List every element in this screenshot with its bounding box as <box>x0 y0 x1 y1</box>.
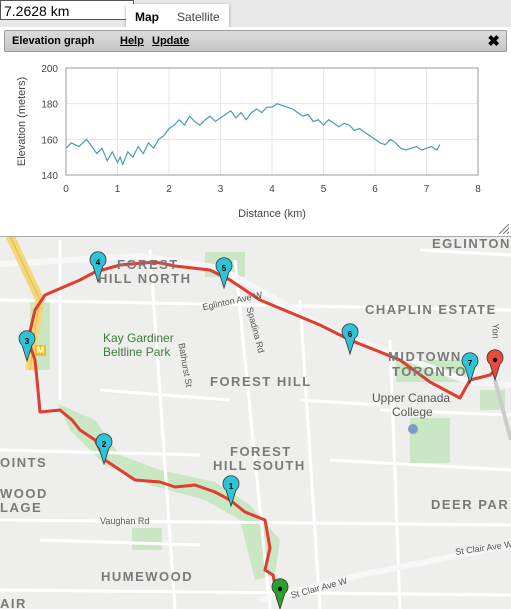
map-type-control[interactable]: Map Satellite <box>126 4 229 30</box>
map-label-wood: WOOD <box>0 486 48 501</box>
elevation-chart: 0 1 2 3 4 5 6 7 8 140 160 180 200 Distance (km) Elevat… <box>16 64 481 220</box>
map-pin-icon <box>341 323 359 356</box>
route-marker-end[interactable] <box>486 349 504 382</box>
park-label-kay-gardiner: Kay Gardiner <box>103 331 174 345</box>
map-label-forest-2: FOREST <box>230 444 292 459</box>
y-tick-label: 200 <box>41 64 58 75</box>
route-marker-label: 6 <box>348 330 353 339</box>
map-pin-icon <box>271 578 289 609</box>
elevation-line <box>65 103 441 166</box>
subway-icon: M <box>35 345 46 356</box>
resize-grip-icon[interactable] <box>499 224 509 234</box>
route-marker-1[interactable]: 1 <box>222 475 240 508</box>
map-pin-icon <box>222 475 240 508</box>
route-line <box>26 260 497 601</box>
elevation-panel-title: Elevation graph <box>12 35 95 47</box>
elevation-panel: Elevation graph Help Update ✖ 0 1 2 3 4 5 6 7 8 1… <box>0 27 511 237</box>
route-marker-5[interactable]: 5 <box>215 257 233 290</box>
route-marker-7[interactable]: 7 <box>461 352 479 385</box>
route-marker-start[interactable] <box>271 578 289 609</box>
map-pin-icon <box>18 330 36 363</box>
route-marker-4[interactable]: 4 <box>89 251 107 284</box>
map-pin-icon <box>486 349 504 382</box>
plot-border <box>65 67 479 176</box>
label-upper-canada: Upper Canada <box>372 391 451 405</box>
route-distance: 7.2628 km <box>0 0 134 20</box>
school-icon <box>408 424 418 434</box>
map-pin-icon <box>215 257 233 290</box>
map-label-forest-hill: FOREST HILL <box>210 374 312 389</box>
x-tick-label: 3 <box>218 184 224 195</box>
route-marker-label: 1 <box>229 482 234 491</box>
map-label-humewood: HUMEWOOD <box>101 569 194 584</box>
map-pin-icon <box>89 251 107 284</box>
park-label-beltline: Beltline Park <box>103 345 171 359</box>
route-marker-3[interactable]: 3 <box>18 330 36 363</box>
x-tick-label: 7 <box>424 184 430 195</box>
route-marker-label: 3 <box>25 337 30 346</box>
map-pin-icon <box>95 433 113 466</box>
x-tick-label: 5 <box>321 184 327 195</box>
x-tick-label: 1 <box>115 184 121 195</box>
elevation-panel-header: Elevation graph Help Update ✖ <box>4 30 507 52</box>
route-marker-label: 7 <box>468 359 473 368</box>
map-label-chaplin: CHAPLIN ESTATE <box>365 302 497 317</box>
x-tick-label: 4 <box>269 184 275 195</box>
x-tick-label: 8 <box>475 184 481 195</box>
x-axis-label: Distance (km) <box>238 208 306 220</box>
map-label-oints: OINTS <box>0 455 48 470</box>
x-tick-label: 2 <box>166 184 172 195</box>
route-marker-2[interactable]: 2 <box>95 433 113 466</box>
map-type-satellite-button[interactable]: Satellite <box>177 10 220 24</box>
x-tick-label: 0 <box>63 184 69 195</box>
map-label-toronto: TORONTO <box>392 364 468 379</box>
pin-dot <box>277 586 283 592</box>
route-marker-label: 2 <box>102 440 107 449</box>
map-label-midtown: MIDTOWN <box>388 349 462 364</box>
street-vaughan: Vaughan Rd <box>100 516 150 526</box>
y-axis-label: Elevation (meters) <box>16 77 28 166</box>
close-icon[interactable]: ✖ <box>487 33 500 50</box>
label-college: College <box>392 405 433 419</box>
update-link[interactable]: Update <box>152 35 190 47</box>
map-label-eglinton: EGLINTON <box>432 236 511 251</box>
map-label-forest: FOREST <box>117 257 179 272</box>
map-label-lage: LAGE <box>0 500 43 515</box>
map-label-hill-north: HILL NORTH <box>98 271 192 286</box>
x-tick-label: 6 <box>372 184 378 195</box>
y-tick-label: 180 <box>41 100 58 111</box>
street-yonge: Yon <box>490 323 501 339</box>
map-pin-icon <box>461 352 479 385</box>
map-label-deer-park: DEER PAR <box>431 497 510 512</box>
pin-dot <box>492 357 498 363</box>
map-label-hill-south: HILL SOUTH <box>213 458 306 473</box>
y-tick-label: 140 <box>41 171 58 182</box>
y-tick-label: 160 <box>41 135 58 146</box>
help-link[interactable]: Help <box>120 35 144 47</box>
route-marker-label: 4 <box>96 258 101 267</box>
route-marker-6[interactable]: 6 <box>341 323 359 356</box>
route-marker-label: 5 <box>222 264 227 273</box>
map-type-map-button[interactable]: Map <box>135 10 159 24</box>
map-label-air: AIR <box>0 596 27 609</box>
